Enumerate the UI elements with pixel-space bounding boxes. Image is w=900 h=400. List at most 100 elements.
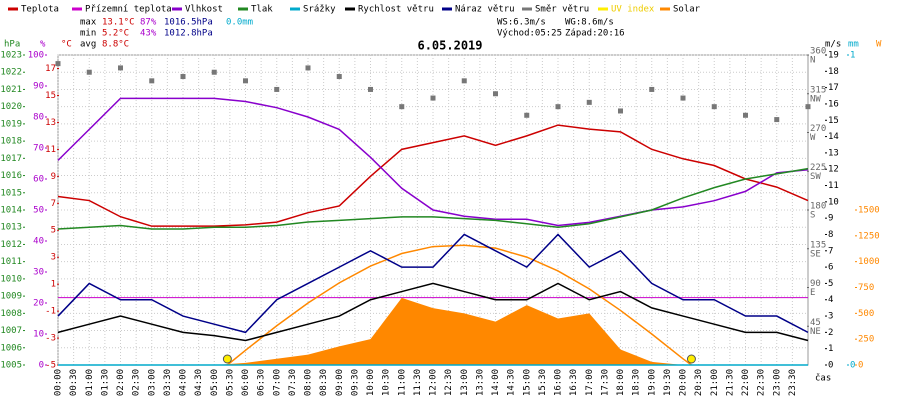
x-tick-label: 19:30 (663, 369, 673, 396)
y-tick-label: 750 (858, 283, 874, 293)
y-tick-label: 1015 (0, 188, 22, 198)
direction-point (493, 91, 498, 97)
axis-title: W (876, 40, 882, 50)
compass-label: W (810, 133, 816, 143)
x-tick-label: 23:00 (772, 369, 782, 396)
y-tick-label: 0 (858, 361, 863, 371)
direction-point (743, 112, 748, 118)
stat-text: 5.2°C (102, 29, 129, 39)
info-text: WS:6.3m/s (497, 18, 546, 28)
y-tick-label: 13 (828, 148, 839, 158)
x-tick-label: 18:00 (616, 369, 626, 396)
y-tick-label: 0 (39, 361, 44, 371)
y-tick-label: 15 (45, 91, 56, 101)
direction-point (180, 74, 186, 80)
direction-point (711, 104, 717, 110)
stat-text: 8.8°C (102, 40, 129, 50)
legend-label: Tlak (251, 5, 273, 15)
y-tick-label: 17 (828, 83, 839, 93)
stat-text: avg (80, 40, 96, 50)
y-tick-label: 15 (828, 116, 839, 126)
direction-point (274, 86, 280, 92)
y-tick-label: 16 (828, 99, 839, 109)
y-tick-label: 135 (810, 240, 826, 250)
y-tick-label: 1012 (0, 240, 22, 250)
compass-label: S (810, 211, 815, 221)
y-tick-label: 1009 (0, 292, 22, 302)
stat-text: 1012.8hPa (164, 29, 213, 39)
x-tick-label: 14:30 (507, 369, 517, 396)
x-tick-label: 02:00 (116, 369, 126, 396)
y-tick-label: 5 (828, 279, 833, 289)
direction-point (774, 117, 780, 123)
y-tick-label: 1020 (0, 102, 22, 112)
y-tick-label: 6 (828, 263, 833, 273)
direction-point (118, 65, 123, 71)
x-tick-label: 23:30 (788, 369, 798, 396)
y-tick-label: 270 (810, 124, 826, 134)
x-tick-label: 08:30 (319, 369, 329, 396)
x-tick-label: 07:30 (288, 369, 298, 396)
x-tick-label: 06:00 (241, 369, 251, 396)
x-tick-label: 00:00 (54, 369, 64, 396)
y-tick-label: 1018 (0, 137, 22, 147)
x-tick-label: 22:00 (741, 369, 751, 396)
y-tick-label: 12 (828, 165, 839, 175)
x-tick-label: 13:30 (475, 369, 485, 396)
direction-point (461, 78, 467, 84)
y-tick-label: 1023 (0, 51, 22, 61)
y-tick-label: 0 (850, 361, 855, 371)
y-tick-label: -1 (45, 307, 56, 317)
y-tick-label: 10 (828, 197, 839, 207)
y-tick-label: 70 (33, 144, 44, 154)
y-tick-label: 0 (828, 361, 833, 371)
x-tick-label: 01:00 (85, 369, 95, 396)
y-tick-label: 1021 (0, 85, 22, 95)
legend-label: Vlhkost (185, 5, 223, 15)
y-tick-label: 9 (51, 172, 56, 182)
direction-point (618, 108, 623, 114)
compass-label: SW (810, 172, 821, 182)
legend-label: Srážky (303, 5, 336, 15)
y-tick-label: 90 (810, 279, 821, 289)
y-tick-label: 50 (33, 206, 44, 216)
uv-point (222, 354, 232, 364)
y-tick-label: 10 (33, 330, 44, 340)
series-line (57, 97, 809, 227)
axis-title: mm (848, 40, 859, 50)
direction-point (368, 86, 373, 92)
direction-point (55, 61, 61, 67)
y-tick-label: 1016 (0, 171, 22, 181)
x-tick-label: 01:30 (100, 369, 110, 396)
y-tick-label: 3 (51, 253, 56, 263)
y-tick-label: 17 (45, 64, 56, 74)
y-tick-label: -5 (45, 361, 56, 371)
x-tick-label: 16:30 (569, 369, 579, 396)
y-tick-label: 7 (828, 246, 833, 256)
x-tick-label: 14:00 (491, 369, 501, 396)
direction-point (555, 104, 561, 110)
stat-text: min (80, 29, 96, 39)
y-tick-label: 90 (33, 82, 44, 92)
x-tick-label: 06:30 (257, 369, 267, 396)
stat-text: 0.0mm (226, 18, 253, 28)
x-tick-label: 17:30 (600, 369, 610, 396)
axis-title: % (40, 40, 46, 50)
y-tick-label: 1 (850, 51, 855, 61)
direction-point (399, 104, 405, 110)
y-tick-label: 3 (828, 312, 833, 322)
y-tick-label: 20 (33, 299, 44, 309)
legend-label: Přízemní teplota (85, 5, 172, 15)
y-tick-label: 1000 (858, 257, 880, 267)
y-tick-label: 1500 (858, 206, 880, 216)
y-tick-label: 40 (33, 237, 44, 247)
y-tick-label: 13 (45, 118, 56, 128)
y-tick-label: 250 (858, 335, 874, 345)
compass-label: NW (810, 94, 821, 104)
series-line (57, 233, 809, 334)
y-tick-label: 1008 (0, 309, 22, 319)
y-tick-label: 1005 (0, 361, 22, 371)
series-line (57, 282, 809, 342)
x-tick-label: 20:00 (679, 369, 689, 396)
y-tick-label: 14 (828, 132, 839, 142)
